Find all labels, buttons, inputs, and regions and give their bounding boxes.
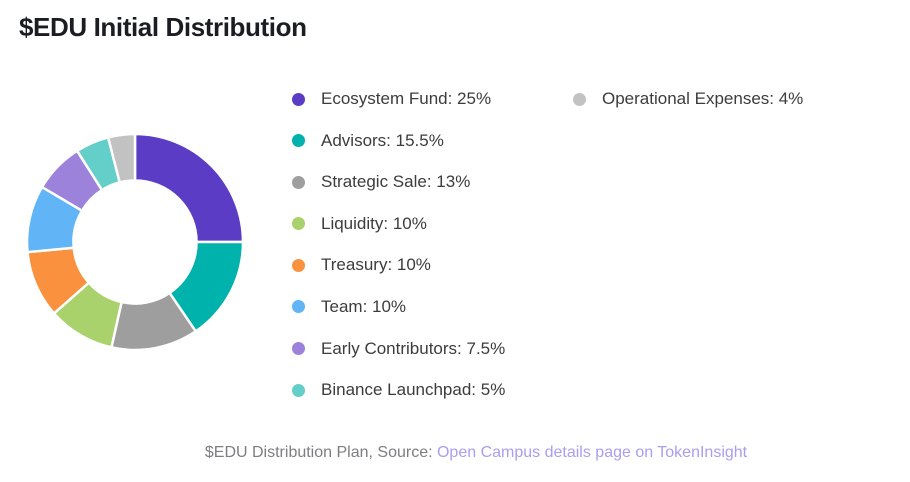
donut-segment-operational-expenses [106, 132, 137, 184]
legend-item-early-contributors: Early Contributors: 7.5% [292, 335, 505, 363]
legend-swatch-icon [573, 92, 586, 106]
legend-item-ecosystem-fund: Ecosystem Fund: 25% [292, 85, 505, 113]
legend-swatch-icon [292, 92, 305, 106]
legend-item-operational-expenses: Operational Expenses: 4% [573, 85, 803, 113]
caption-text: $EDU Distribution Plan, Source: [204, 444, 437, 461]
legend-swatch-icon [292, 175, 305, 189]
legend-swatch-icon [292, 217, 305, 231]
legend-item-team: Team: 10% [292, 293, 505, 321]
legend-swatch-icon [292, 134, 305, 148]
legend-item-advisors: Advisors: 15.5% [292, 127, 505, 155]
legend-label: Early Contributors: 7.5% [321, 338, 506, 358]
caption-source-link[interactable]: Open Campus details page on TokenInsight [436, 444, 748, 461]
chart-caption: $EDU Distribution Plan, Source: Open Cam… [42, 444, 910, 462]
legend-swatch-icon [292, 300, 305, 314]
legend-swatch-icon [292, 342, 305, 356]
legend-label: Treasury: 10% [321, 255, 431, 275]
legend-label: Team: 10% [321, 296, 407, 316]
legend-label: Advisors: 15.5% [321, 130, 444, 150]
legend-item-strategic-sale: Strategic Sale: 13% [292, 168, 505, 196]
legend-label: Operational Expenses: 4% [602, 89, 804, 108]
legend-swatch-icon [292, 383, 305, 397]
chart-legend-column-1: Ecosystem Fund: 25% Advisors: 15.5% Strate… [292, 85, 505, 418]
legend-swatch-icon [292, 258, 305, 272]
chart-legend-column-2: Operational Expenses: 4% [573, 85, 803, 127]
legend-item-binance-launchpad: Binance Launchpad: 5% [292, 376, 505, 404]
legend-label: Liquidity: 10% [321, 213, 427, 233]
page-title: $EDU Initial Distribution [19, 12, 307, 42]
legend-item-liquidity: Liquidity: 10% [292, 210, 505, 238]
legend-label: Strategic Sale: 13% [321, 172, 471, 192]
legend-label: Binance Launchpad: 5% [321, 380, 506, 400]
donut-chart [25, 132, 245, 352]
legend-label: Ecosystem Fund: 25% [321, 89, 492, 108]
donut-segment-ecosystem-fund [133, 132, 245, 244]
legend-item-treasury: Treasury: 10% [292, 251, 505, 279]
